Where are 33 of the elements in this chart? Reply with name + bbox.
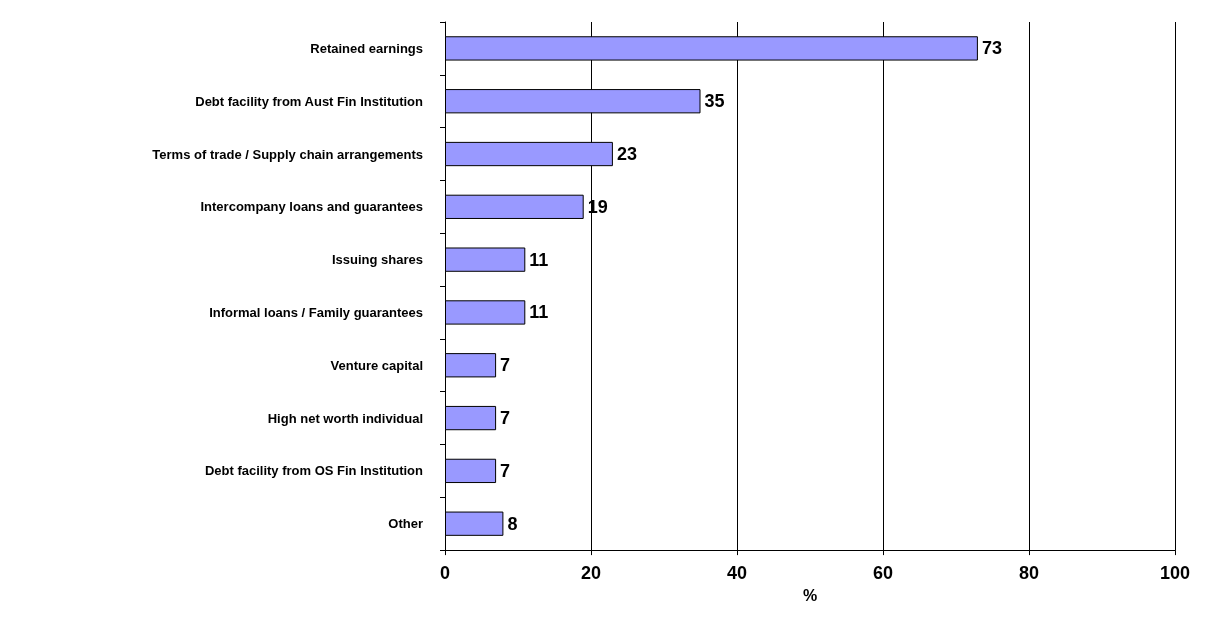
bar xyxy=(445,194,584,219)
data-label: 7 xyxy=(500,460,511,481)
bar xyxy=(445,458,497,484)
x-tick-label: 60 xyxy=(872,563,894,584)
y-tick-label: Other xyxy=(388,516,423,532)
x-tick-label: 0 xyxy=(439,563,451,584)
data-label: 73 xyxy=(981,38,1002,59)
x-axis-title: % xyxy=(802,586,818,604)
x-tick-label: 80 xyxy=(1018,563,1040,584)
y-tick-label: High net worth individual xyxy=(267,410,423,426)
data-label: 7 xyxy=(500,408,511,429)
x-tick-label: 100 xyxy=(1159,563,1191,584)
data-label: 23 xyxy=(616,144,637,165)
y-tick-label: Debt facility from Aust Fin Institution xyxy=(195,93,424,109)
data-label: 7 xyxy=(500,355,511,376)
y-tick-label: Issuing shares xyxy=(331,252,423,268)
data-label: 35 xyxy=(704,91,725,112)
data-label: 11 xyxy=(529,302,549,323)
x-tick-label: 40 xyxy=(726,563,748,584)
bar xyxy=(445,300,526,325)
x-tick-label: 20 xyxy=(580,563,602,584)
data-label: 8 xyxy=(507,513,518,534)
y-tick-label: Terms of trade / Supply chain arrangements xyxy=(152,146,423,162)
y-tick-label: Retained earnings xyxy=(310,40,423,56)
y-tick-label: Intercompany loans and guarantees xyxy=(200,199,423,215)
bar xyxy=(445,353,497,378)
y-tick-label: Debt facility from OS Fin Institution xyxy=(204,463,424,479)
bar xyxy=(445,247,526,272)
data-label: 11 xyxy=(529,249,549,270)
bar xyxy=(445,511,504,536)
y-tick-label: Venture capital xyxy=(330,357,423,373)
y-tick-label: Informal loans / Family guarantees xyxy=(209,304,423,320)
bar xyxy=(445,405,497,431)
